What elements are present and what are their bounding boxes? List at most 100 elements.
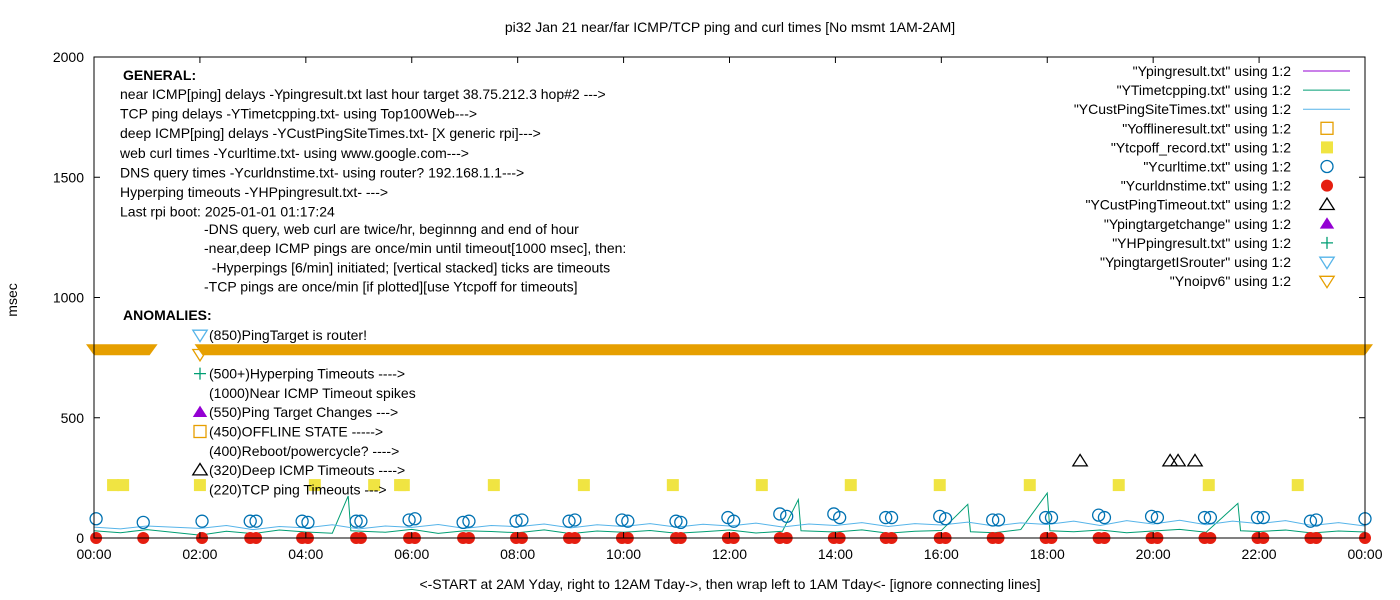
- series-4-point: [1023, 479, 1036, 492]
- legend-label: "Ytcpoff_record.txt" using 1:2: [1111, 139, 1291, 155]
- series-5-point: [1250, 510, 1265, 525]
- x-tick-label: 00:00: [76, 546, 111, 562]
- series-5-point: [1097, 510, 1112, 525]
- anomaly-marker-icon: [193, 424, 207, 439]
- x-tick-label: 22:00: [1242, 546, 1277, 562]
- series-5-point: [568, 513, 582, 527]
- anomaly-marker-icon: [191, 329, 209, 343]
- series-4-point: [933, 479, 946, 492]
- series-4-point: [844, 479, 857, 492]
- anomaly-marker-icon: [192, 405, 208, 417]
- series-5-point: [1203, 510, 1218, 525]
- anomalies-header: ANOMALIES:: [123, 307, 212, 323]
- series-5-point: [621, 514, 635, 528]
- legend-marker-icon: [1318, 275, 1336, 289]
- legend-label: "YCustPingTimeout.txt" using 1:2: [1085, 197, 1291, 213]
- series-5-point: [136, 515, 150, 530]
- chart-title: pi32 Jan 21 near/far ICMP/TCP ping and c…: [505, 19, 955, 35]
- legend-label: "Yofflineresult.txt" using 1:2: [1122, 120, 1291, 136]
- x-tick-label: 04:00: [288, 546, 323, 562]
- series-5-point: [1039, 510, 1053, 525]
- series-5-point: [1303, 514, 1318, 528]
- series-5-point: [1197, 510, 1212, 525]
- series-5-point: [879, 510, 893, 525]
- series-4-point: [308, 479, 321, 492]
- series-4-point: [666, 479, 679, 492]
- series-5-point: [195, 514, 209, 528]
- series-4-point: [368, 479, 381, 492]
- series-5-point: [295, 514, 309, 528]
- y-tick-label: 2000: [53, 49, 84, 65]
- series-5-point: [727, 514, 741, 528]
- series-5-point: [89, 512, 103, 526]
- anomaly-marker-icon: [191, 348, 209, 363]
- legend-label: "Ypingtargetchange" using 1:2: [1104, 216, 1291, 232]
- x-axis-label: <-START at 2AM Yday, right to 12AM Tday-…: [419, 576, 1040, 592]
- note-line: -Hyperpings [6/min] initiated; [vertical…: [204, 259, 610, 275]
- x-tick-label: 20:00: [1136, 546, 1171, 562]
- general-header: GENERAL:: [123, 67, 196, 83]
- legend-label: "YHPpingresult.txt" using 1:2: [1112, 235, 1291, 251]
- series-4-point: [755, 479, 768, 492]
- x-tick-label: 16:00: [924, 546, 959, 562]
- anomaly-marker-icon: [191, 462, 209, 476]
- anomaly-label: (500+)Hyperping Timeouts ---->: [209, 366, 405, 382]
- anomaly-marker-icon: [194, 367, 206, 380]
- general-line: TCP ping delays -YTimetcpping.txt- using…: [120, 106, 477, 122]
- legend-marker-icon: [1321, 179, 1333, 192]
- legend-marker-icon: [1318, 196, 1336, 211]
- y-axis-label: msec: [4, 283, 20, 316]
- x-tick-label: 06:00: [394, 546, 429, 562]
- series-5-point: [354, 514, 368, 528]
- legend-marker-icon: [1319, 217, 1335, 229]
- series-5-point: [562, 514, 576, 528]
- series-5-point: [1044, 510, 1059, 525]
- series-5-point: [1309, 513, 1323, 527]
- series-4-point: [117, 479, 130, 492]
- series-4-point: [397, 479, 410, 492]
- series-7-point: [1169, 453, 1187, 467]
- series-4-point: [1202, 479, 1215, 492]
- series-5-point: [773, 507, 787, 521]
- series-4-point: [193, 479, 206, 492]
- series-5-point: [515, 513, 529, 527]
- x-tick-label: 18:00: [1030, 546, 1065, 562]
- x-tick-label: 02:00: [182, 546, 217, 562]
- series-5-point: [991, 513, 1006, 527]
- noipv6-marker-band: [194, 344, 1374, 356]
- series-5-point: [780, 509, 794, 524]
- series-4-point: [107, 479, 120, 492]
- general-line: web curl times -Ycurltime.txt- using www…: [119, 145, 469, 161]
- series-1-line: [93, 491, 1366, 536]
- legend-label: "YCustPingSiteTimes.txt" using 1:2: [1074, 101, 1291, 117]
- series-5-point: [462, 514, 476, 528]
- note-line: -TCP pings are once/min [if plotted][use…: [204, 279, 578, 295]
- legend-marker-icon: [1320, 121, 1334, 135]
- legend-label: "Ynoipv6" using 1:2: [1170, 273, 1291, 289]
- general-line: DNS query times -Ycurldnstime.txt- using…: [120, 164, 524, 180]
- anomaly-label: (320)Deep ICMP Timeouts ---->: [209, 462, 405, 478]
- series-4-point: [487, 479, 500, 492]
- series-5-point: [669, 514, 683, 528]
- legend-label: "YTimetcpping.txt" using 1:2: [1117, 82, 1292, 98]
- note-line: -near,deep ICMP pings are once/min until…: [204, 240, 626, 256]
- annotation-text: GENERAL: near ICMP[ping] delays -Ypingres…: [119, 67, 626, 497]
- x-tick-label: 14:00: [818, 546, 853, 562]
- x-tick-label: 12:00: [712, 546, 747, 562]
- general-line: Last rpi boot: 2025-01-01 01:17:24: [120, 204, 335, 220]
- series-5-point: [509, 514, 523, 528]
- series-5-point: [1256, 510, 1270, 525]
- series-5-point: [301, 515, 315, 530]
- series-7-point: [1186, 453, 1204, 467]
- series-5-point: [1091, 508, 1106, 522]
- series-5-point: [933, 509, 947, 524]
- series-4-point: [1112, 479, 1125, 492]
- y-tick-label: 1000: [53, 290, 84, 306]
- series-5-point: [615, 513, 629, 527]
- anomaly-label: (1000)Near ICMP Timeout spikes: [209, 385, 416, 401]
- y-tick-label: 500: [61, 410, 85, 426]
- series-5-point: [408, 512, 422, 526]
- anomaly-label: (450)OFFLINE STATE ----->: [209, 424, 383, 440]
- legend-label: "Ycurldnstime.txt" using 1:2: [1121, 178, 1291, 194]
